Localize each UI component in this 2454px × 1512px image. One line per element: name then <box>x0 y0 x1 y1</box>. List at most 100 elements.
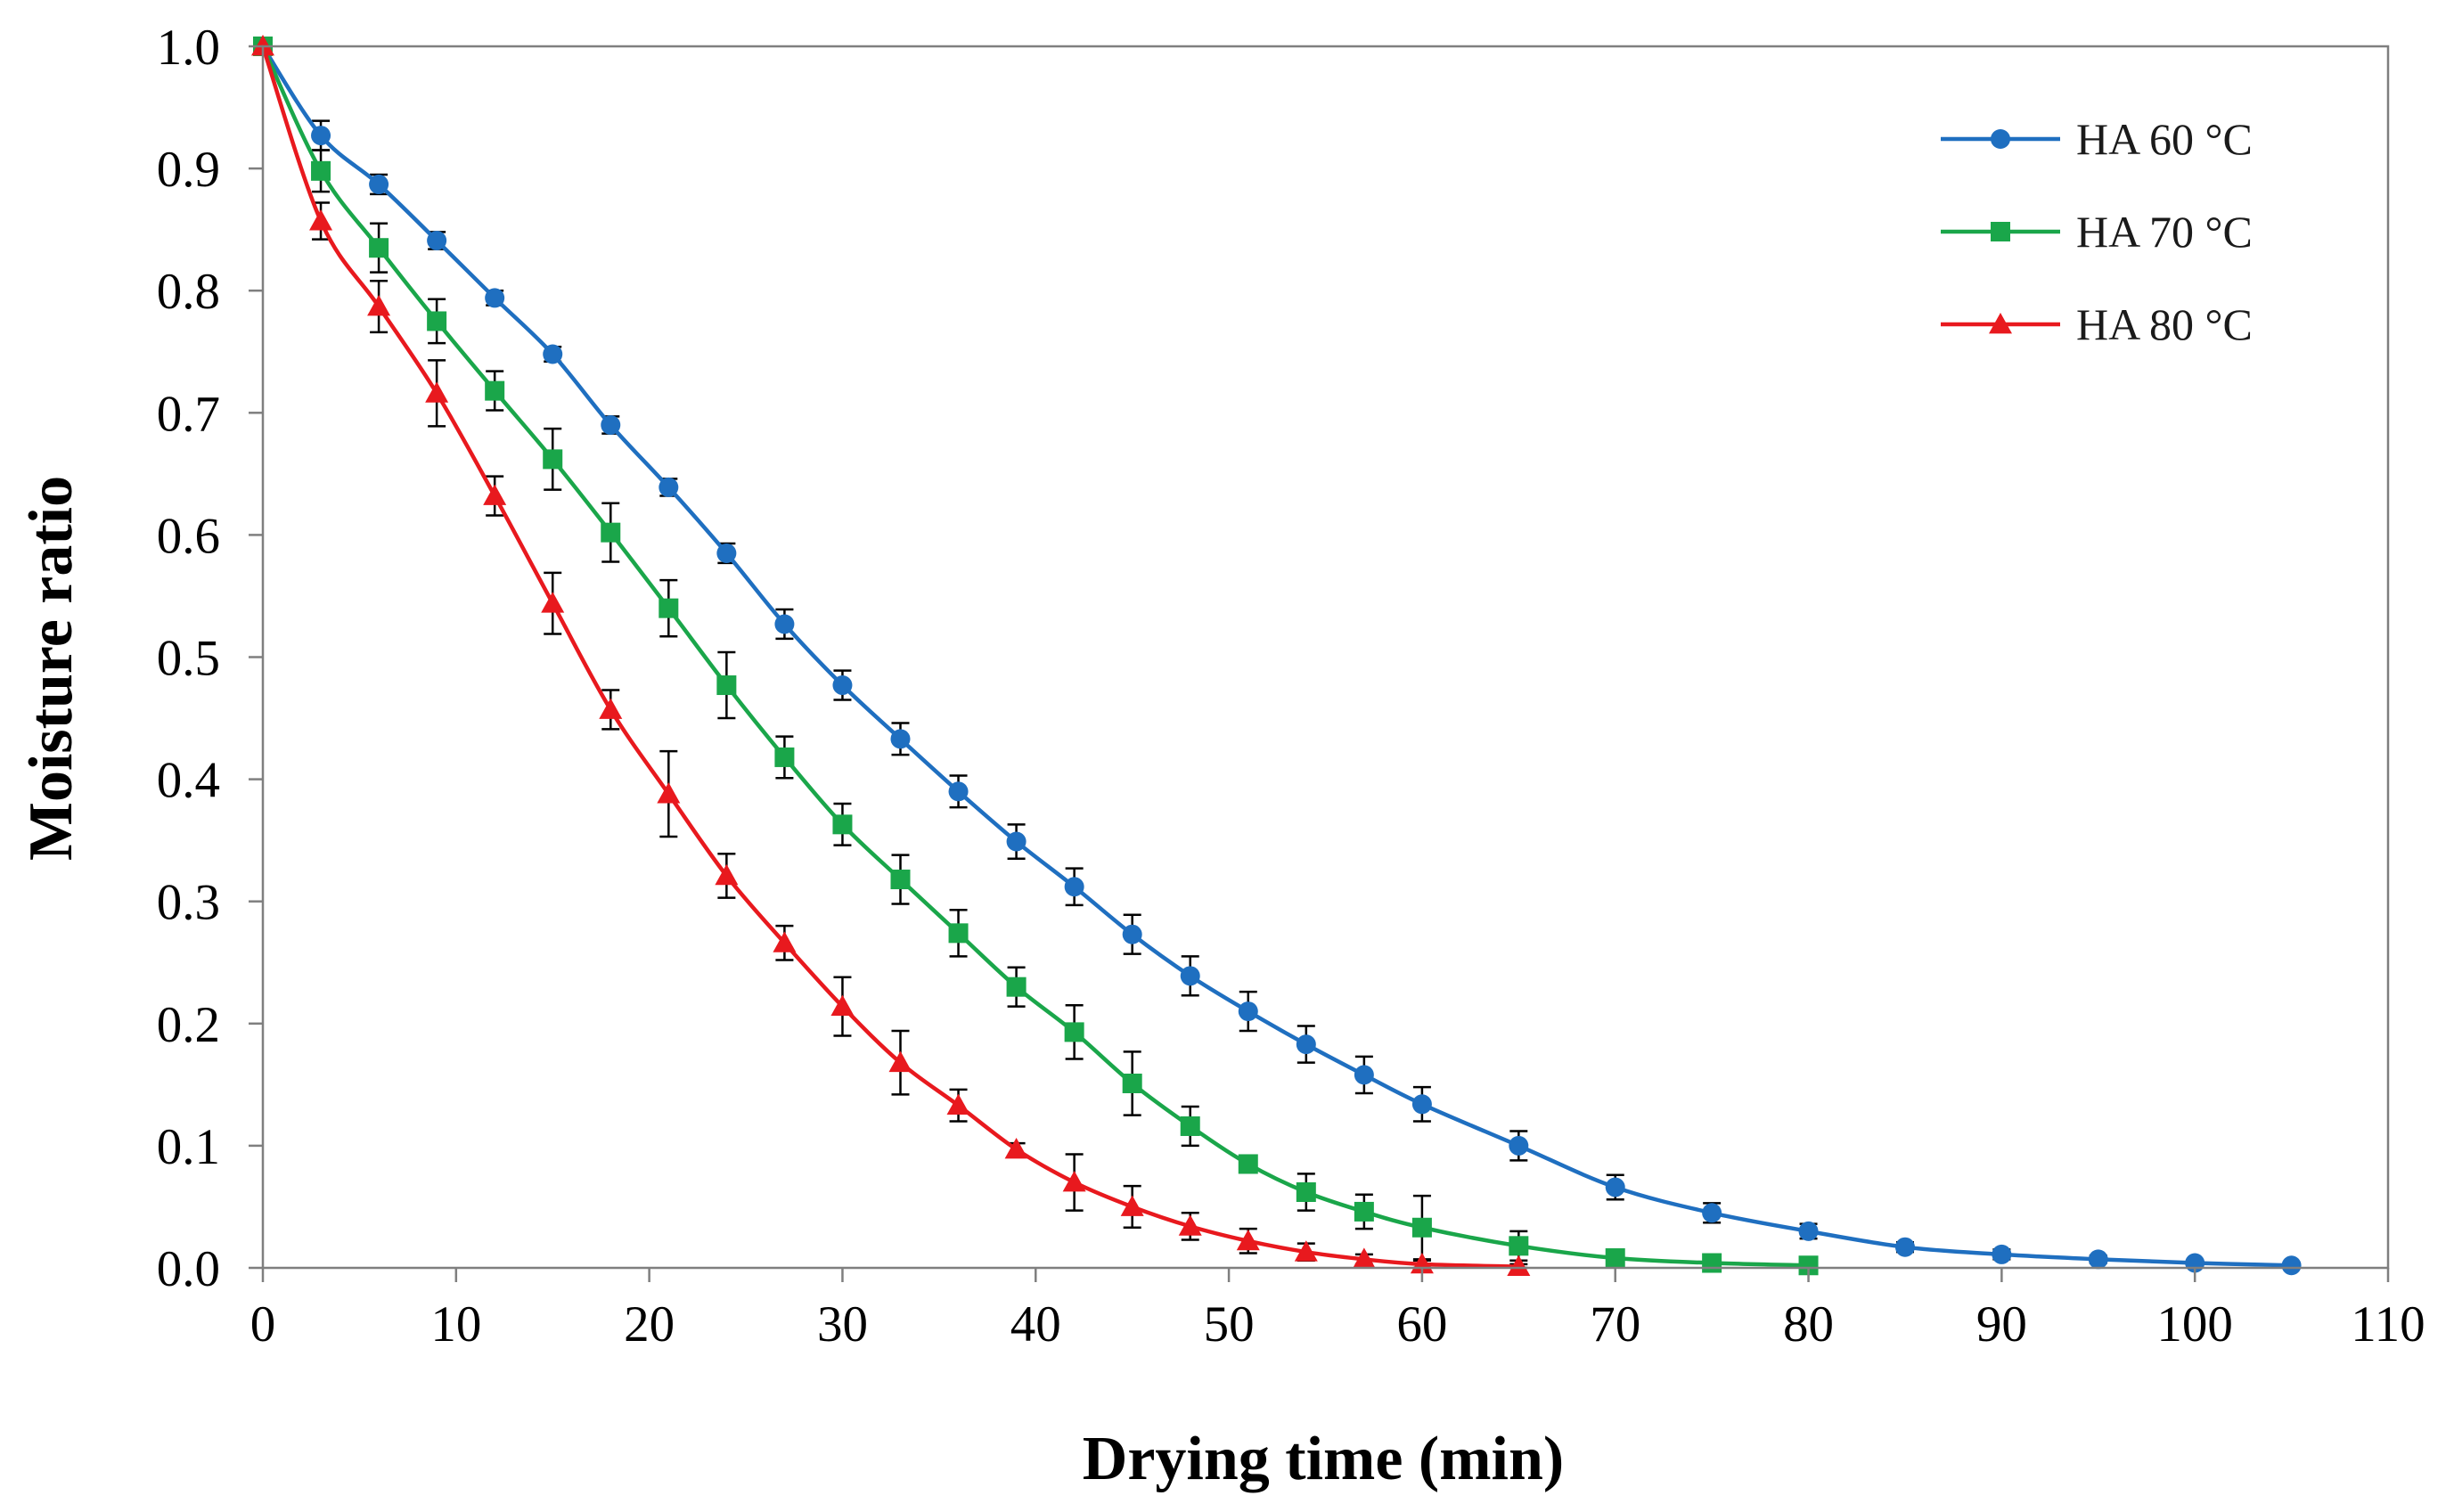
data-point <box>309 209 333 231</box>
data-point <box>369 238 389 258</box>
data-point <box>1507 1255 1531 1277</box>
y-tick-label: 0.3 <box>157 875 220 931</box>
data-point <box>1352 1247 1376 1269</box>
legend: HA 60 °C HA 70 °C HA 80 °C <box>1941 114 2253 349</box>
data-point <box>1509 1236 1529 1256</box>
y-tick-label: 1.0 <box>157 20 220 76</box>
y-tick-label: 0.1 <box>157 1119 220 1175</box>
data-point <box>1178 1214 1202 1236</box>
data-point <box>1702 1203 1722 1223</box>
data-point <box>716 675 737 696</box>
data-point <box>543 344 563 364</box>
data-point <box>1120 1195 1144 1216</box>
data-point <box>1180 966 1200 986</box>
data-point <box>1894 1237 1915 1257</box>
data-point <box>1238 1001 1258 1022</box>
data-point <box>1296 1034 1316 1055</box>
data-point <box>427 311 447 331</box>
data-point <box>1605 1248 1625 1269</box>
y-axis-title: Moisture ratio <box>17 476 86 861</box>
data-point <box>1296 1181 1316 1202</box>
data-point <box>1354 1201 1374 1222</box>
y-tick-label: 0.5 <box>157 631 220 687</box>
data-point <box>425 381 449 403</box>
data-point <box>890 870 911 890</box>
x-axis-title: Drying time (min) <box>1083 1425 1564 1493</box>
data-point <box>1354 1065 1374 1085</box>
data-point <box>311 126 331 146</box>
data-point <box>946 1093 970 1116</box>
series-3 <box>251 35 1531 1277</box>
data-point <box>1006 977 1027 997</box>
legend-label: HA 60 °C <box>2076 114 2253 164</box>
axes: 0 10 20 30 40 50 60 70 80 90 100 110 0.0 0.1 0.2 0.3 0.4… <box>157 20 2425 1353</box>
data-point <box>1992 1244 2012 1264</box>
y-tick-label: 0.7 <box>157 386 220 442</box>
legend-label: HA 80 °C <box>2076 299 2253 349</box>
legend-marker <box>1991 129 2010 149</box>
data-point <box>774 747 795 767</box>
series-line <box>261 45 2292 1268</box>
data-point <box>485 288 505 308</box>
x-tick-label: 0 <box>250 1296 276 1353</box>
legend-marker <box>1991 222 2010 241</box>
x-tick-label: 20 <box>624 1296 675 1353</box>
data-point <box>657 782 681 804</box>
data-point <box>1509 1135 1529 1156</box>
legend-label: HA 70 °C <box>2076 207 2253 257</box>
data-point <box>2088 1249 2108 1270</box>
data-point <box>1798 1221 1819 1241</box>
data-point <box>485 380 505 401</box>
x-tick-label: 110 <box>2351 1296 2425 1353</box>
data-point <box>658 598 679 618</box>
data-point <box>543 449 563 470</box>
data-point <box>1702 1253 1722 1273</box>
data-point <box>2281 1255 2302 1276</box>
data-point <box>601 522 621 543</box>
x-tick-label: 90 <box>1976 1296 2027 1353</box>
y-tick-label: 0.8 <box>157 264 220 320</box>
data-point <box>311 160 331 181</box>
data-point <box>1064 877 1084 897</box>
data-point <box>716 543 737 563</box>
y-tick-label: 0.2 <box>157 997 220 1053</box>
legend-marker <box>1989 313 2012 334</box>
x-tick-label: 40 <box>1010 1296 1061 1353</box>
data-point <box>541 592 565 613</box>
series-line <box>260 45 1809 1268</box>
data-point <box>601 415 621 436</box>
data-point <box>715 863 739 886</box>
y-tick-label: 0.6 <box>157 508 220 564</box>
data-point <box>773 931 797 952</box>
data-point <box>367 295 391 316</box>
x-tick-label: 80 <box>1783 1296 1834 1353</box>
data-point <box>1294 1240 1318 1262</box>
data-point <box>1238 1154 1258 1174</box>
data-point <box>1798 1255 1819 1276</box>
series-2 <box>253 37 1819 1276</box>
plot-area <box>251 35 2302 1277</box>
series-line <box>260 45 1519 1269</box>
data-point <box>1062 1171 1086 1192</box>
data-point <box>890 729 911 749</box>
x-tick-label: 70 <box>1590 1296 1640 1353</box>
y-tick-label: 0.0 <box>157 1241 220 1297</box>
data-point <box>830 994 855 1017</box>
data-point <box>1004 1138 1028 1159</box>
y-tick-label: 0.9 <box>157 142 220 198</box>
data-point <box>832 814 853 835</box>
data-point <box>1122 924 1142 944</box>
data-point <box>888 1050 912 1073</box>
data-point <box>369 174 389 194</box>
data-point <box>1411 1217 1432 1238</box>
series-1 <box>253 37 2302 1276</box>
x-tick-label: 50 <box>1204 1296 1255 1353</box>
data-point <box>1411 1094 1432 1115</box>
data-point <box>658 477 679 497</box>
data-point <box>1064 1022 1084 1042</box>
data-point <box>427 230 447 250</box>
data-point <box>1605 1177 1625 1197</box>
data-point <box>1236 1229 1260 1251</box>
x-tick-label: 10 <box>430 1296 481 1353</box>
data-point <box>251 35 274 56</box>
